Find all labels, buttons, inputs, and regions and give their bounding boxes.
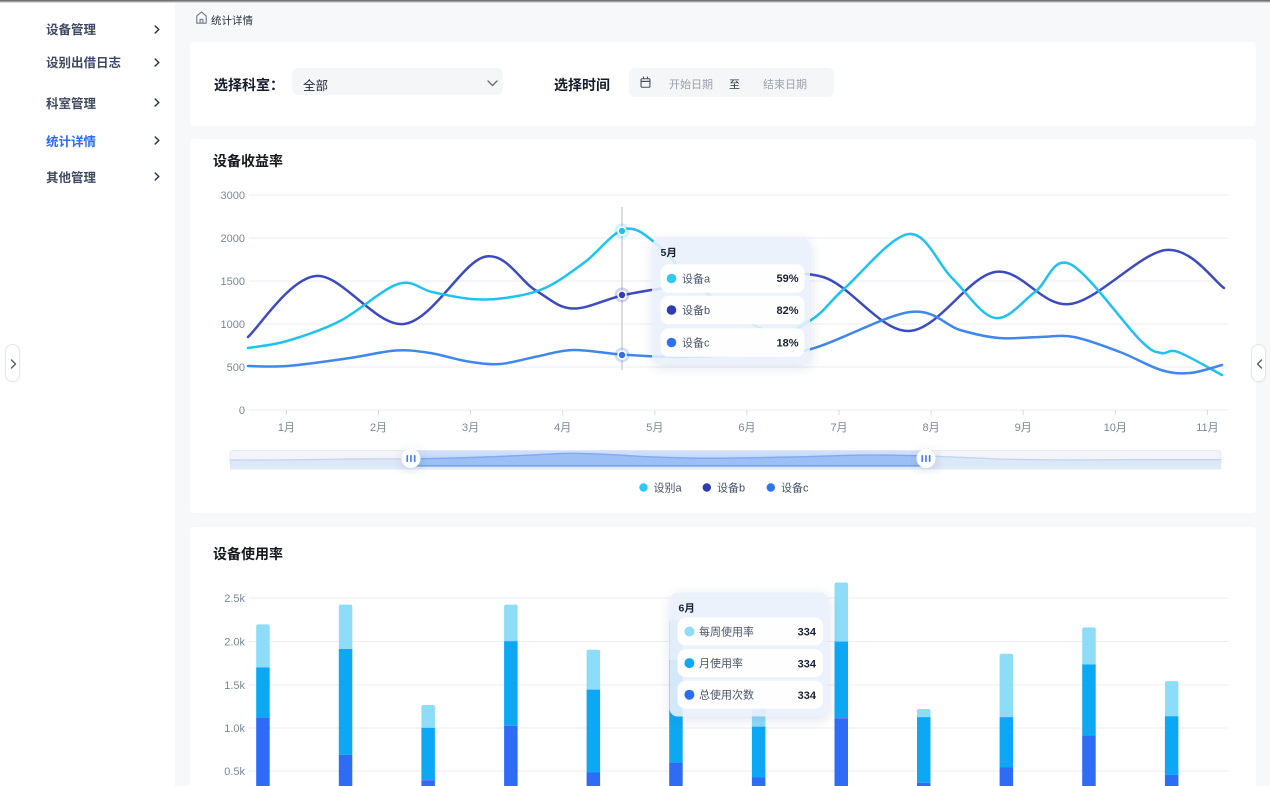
svg-text:59%: 59% (776, 270, 798, 286)
svg-text:设备c: 设备c (781, 480, 809, 496)
svg-text:5月: 5月 (661, 245, 677, 260)
svg-text:10月: 10月 (1104, 419, 1127, 435)
svg-text:6月: 6月 (679, 601, 695, 616)
svg-text:5月: 5月 (646, 419, 663, 435)
svg-text:3月: 3月 (462, 419, 479, 435)
svg-text:设备收益率: 设备收益率 (213, 151, 283, 171)
svg-text:设备a: 设备a (682, 271, 711, 287)
svg-text:11月: 11月 (1196, 419, 1218, 435)
svg-text:设别a: 设别a (654, 480, 683, 496)
svg-text:3000: 3000 (221, 187, 245, 203)
svg-text:334: 334 (798, 655, 817, 671)
svg-text:82%: 82% (776, 302, 798, 318)
svg-text:1000: 1000 (221, 316, 245, 332)
svg-text:334: 334 (798, 623, 817, 639)
svg-text:8月: 8月 (923, 419, 940, 435)
svg-text:6月: 6月 (738, 419, 755, 435)
svg-text:1.0k: 1.0k (224, 720, 245, 736)
svg-text:1500: 1500 (221, 273, 245, 289)
svg-text:7月: 7月 (830, 419, 847, 435)
svg-text:设备b: 设备b (717, 480, 745, 496)
svg-text:总使用次数: 总使用次数 (699, 687, 754, 703)
svg-text:设备使用率: 设备使用率 (213, 544, 283, 564)
svg-text:月使用率: 月使用率 (699, 655, 743, 671)
svg-text:334: 334 (798, 687, 817, 703)
svg-text:500: 500 (227, 359, 245, 375)
svg-text:9月: 9月 (1015, 419, 1032, 435)
svg-text:每周使用率: 每周使用率 (699, 624, 754, 640)
svg-text:2月: 2月 (370, 419, 387, 435)
svg-text:0: 0 (239, 402, 245, 418)
svg-text:设备b: 设备b (682, 302, 710, 318)
svg-text:2.5k: 2.5k (224, 590, 245, 606)
svg-text:18%: 18% (776, 335, 798, 351)
svg-text:0.5k: 0.5k (224, 763, 245, 779)
svg-text:2000: 2000 (221, 230, 245, 246)
svg-text:1月: 1月 (278, 419, 295, 435)
svg-text:2.0k: 2.0k (224, 634, 245, 650)
svg-text:设备c: 设备c (682, 335, 710, 351)
svg-text:1.5k: 1.5k (224, 677, 245, 693)
svg-text:4月: 4月 (554, 419, 571, 435)
